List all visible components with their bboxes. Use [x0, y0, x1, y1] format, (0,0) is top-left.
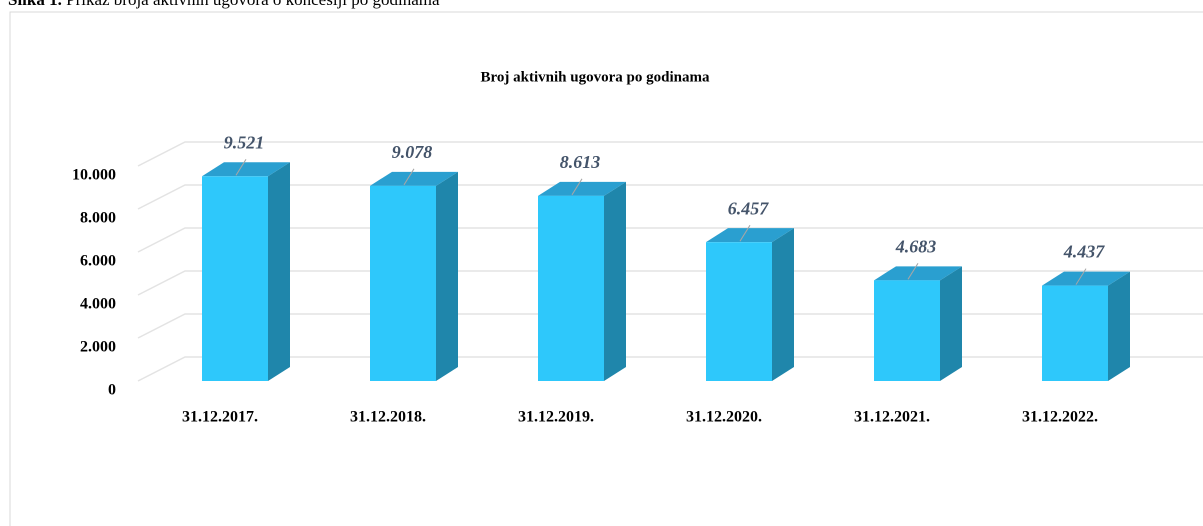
x-tick-label: 31.12.2017.: [182, 409, 258, 426]
data-label: 9.078: [392, 142, 433, 162]
x-tick-label: 31.12.2019.: [518, 409, 594, 426]
caption-label: Slika 1.: [8, 0, 62, 9]
label-leader: [907, 263, 919, 280]
chart-title: Broj aktivnih ugovora po godinama: [481, 69, 710, 85]
bar: [874, 280, 940, 381]
bar-top: [1042, 271, 1130, 286]
bar-top: [202, 162, 290, 177]
y-tick-label: 2.000: [80, 339, 116, 356]
grid-line: [137, 184, 1203, 210]
data-label: 4.437: [1063, 242, 1106, 262]
bar-top: [706, 228, 794, 243]
x-tick-label: 31.12.2020.: [686, 409, 762, 426]
y-tick-label: 10.000: [72, 167, 116, 184]
data-label: 6.457: [728, 198, 770, 218]
y-tick-label: 0: [108, 382, 116, 399]
data-label: 4.683: [895, 236, 937, 256]
bar-side: [940, 266, 962, 381]
caption: Slika 1. Prikaz broja aktivnih ugovora o…: [8, 0, 440, 10]
x-tick-label: 31.12.2022.: [1022, 409, 1098, 426]
grid-line: [137, 141, 1203, 167]
y-tick-label: 4.000: [80, 296, 116, 313]
grid-line: [137, 313, 1203, 339]
bar: [706, 242, 772, 381]
y-tick-label: 6.000: [80, 253, 116, 270]
label-leader: [739, 224, 751, 242]
label-leader: [403, 168, 415, 186]
bar-side: [604, 181, 626, 381]
grid-line: [137, 356, 1203, 382]
x-tick-label: 31.12.2018.: [350, 409, 426, 426]
grid-line: [137, 227, 1203, 253]
bar-side: [436, 171, 458, 381]
bar-side: [1108, 271, 1130, 381]
bar-top: [370, 171, 458, 186]
bar: [1042, 285, 1108, 381]
label-leader: [1075, 268, 1087, 285]
chart-frame: [9, 11, 1203, 526]
y-tick-label: 8.000: [80, 210, 116, 227]
x-tick-label: 31.12.2021.: [854, 409, 930, 426]
bar-side: [268, 162, 290, 381]
label-leader: [235, 159, 247, 176]
bar: [538, 195, 604, 381]
bar: [202, 176, 268, 381]
caption-text: Prikaz broja aktivnih ugovora o koncesij…: [66, 0, 439, 9]
bar-top: [874, 266, 962, 281]
grid-line: [137, 270, 1203, 296]
bar-top: [538, 181, 626, 196]
data-label: 9.521: [224, 132, 265, 152]
bar: [370, 185, 436, 381]
bar-side: [772, 228, 794, 381]
label-leader: [571, 178, 583, 196]
data-label: 8.613: [560, 152, 601, 172]
